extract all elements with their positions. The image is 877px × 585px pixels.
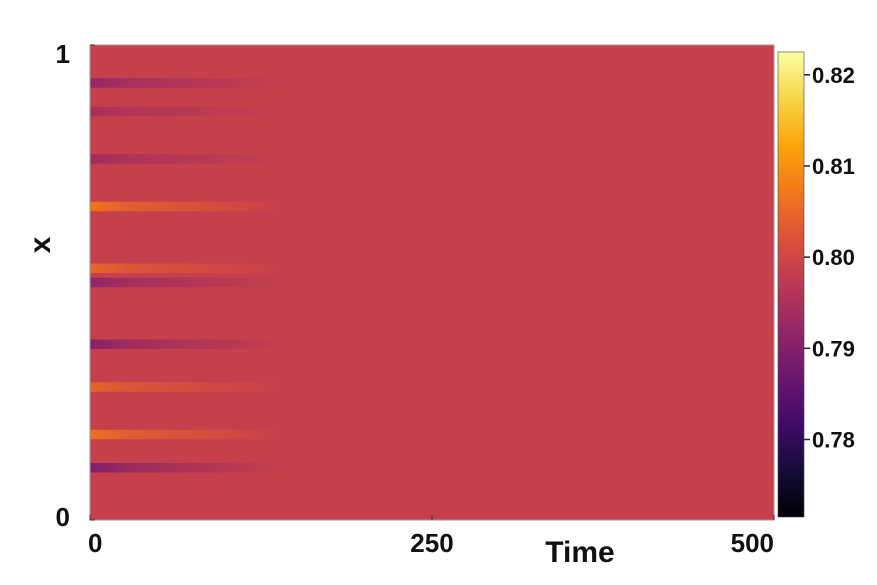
x-axis-label: Time xyxy=(545,536,614,569)
x-tick-label: 250 xyxy=(410,528,453,558)
heatmap-band xyxy=(90,106,286,117)
y-axis: 0 1 x xyxy=(24,39,95,532)
colorbar-gradient xyxy=(777,51,805,518)
colorbar: 0.78 0.79 0.80 0.81 0.82 xyxy=(777,51,855,518)
x-axis: 0 250 500 Time xyxy=(88,515,775,569)
heatmap-band xyxy=(90,339,286,349)
y-tick-label: 1 xyxy=(56,39,70,69)
colorbar-tick-label: 0.81 xyxy=(812,154,855,179)
colorbar-tick-label: 0.80 xyxy=(812,245,855,270)
y-tick-label: 0 xyxy=(56,502,70,532)
colorbar-tick-label: 0.79 xyxy=(812,336,855,361)
heatmap-band xyxy=(90,263,286,273)
heatmap-band xyxy=(90,429,286,440)
y-axis-label: x xyxy=(24,236,57,253)
heatmap-band xyxy=(90,277,286,288)
heatmap-band xyxy=(90,463,286,473)
colorbar-tick-label: 0.82 xyxy=(812,63,855,88)
plot-area xyxy=(89,44,775,521)
colorbar-tick-label: 0.78 xyxy=(812,428,855,453)
x-tick-label: 500 xyxy=(731,528,774,558)
heatmap-band xyxy=(90,382,286,392)
heatmap-band xyxy=(90,78,286,88)
heatmap-bands xyxy=(90,78,286,473)
x-tick-label: 0 xyxy=(88,528,102,558)
heatmap-band xyxy=(90,154,286,164)
heatmap-band xyxy=(90,201,286,212)
